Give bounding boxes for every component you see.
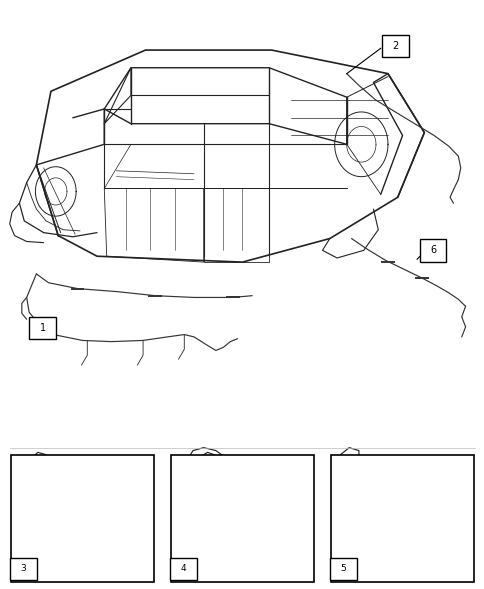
Bar — [330, 558, 356, 580]
Bar — [170, 455, 313, 582]
Text: 4: 4 — [180, 564, 186, 574]
Bar — [10, 558, 37, 580]
Bar — [11, 455, 153, 582]
Text: 5: 5 — [340, 564, 346, 574]
Bar — [330, 455, 473, 582]
Bar — [169, 558, 196, 580]
Text: 6: 6 — [429, 246, 435, 255]
Bar — [381, 35, 408, 57]
Text: 1: 1 — [40, 323, 45, 333]
Text: 3: 3 — [20, 564, 26, 574]
Bar — [30, 317, 56, 339]
Bar — [419, 239, 445, 262]
Text: 2: 2 — [392, 41, 397, 51]
